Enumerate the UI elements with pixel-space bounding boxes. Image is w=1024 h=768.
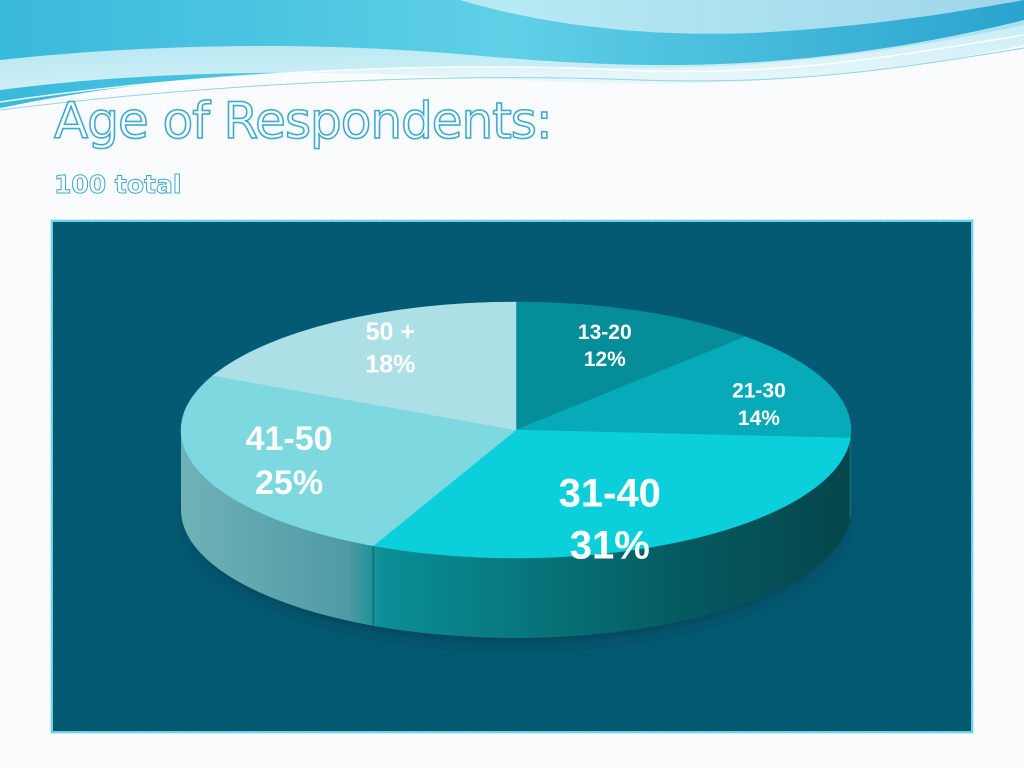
pie-label-percent: 14% [738, 407, 780, 430]
pie-label-category: 13-20 [578, 321, 632, 344]
pie-slice-41-50 [180, 375, 517, 547]
pie-label-category: 31-40 [559, 472, 661, 516]
pie-label-percent: 18% [365, 350, 415, 378]
pie-label-31-40: 31-40 31% [559, 472, 661, 568]
pie-chart: 13-20 12% 21-30 14% 31-40 31% 41-50 25% 50 + 18% [180, 301, 852, 638]
pie-label-category: 50 + [366, 318, 415, 346]
pie-label-13-20: 13-20 12% [578, 321, 632, 371]
pie-slice-21-30 [515, 336, 852, 439]
pie-slice-31-40 [372, 429, 851, 559]
pie-slice-50 [212, 301, 517, 431]
pie-label-category: 21-30 [732, 380, 786, 403]
header-wave-decoration [0, 0, 1024, 111]
pie-label-21-30: 21-30 14% [732, 380, 786, 430]
chart-panel: 13-20 12% 21-30 14% 31-40 31% 41-50 25% 50 + 18% [51, 220, 973, 733]
pie-label-percent: 31% [570, 524, 650, 568]
pie-slice-13-20 [515, 301, 747, 431]
pie-label-percent: 25% [255, 464, 323, 502]
pie-label-category: 41-50 [246, 420, 333, 458]
slide-subtitle: 100 total [53, 170, 182, 199]
pie-label-50: 50 + 18% [365, 318, 415, 379]
slide-title: Age of Respondents: [53, 92, 553, 150]
pie-side-wall [181, 430, 851, 638]
pie-label-percent: 12% [584, 348, 626, 371]
pie-label-41-50: 41-50 25% [246, 420, 333, 502]
